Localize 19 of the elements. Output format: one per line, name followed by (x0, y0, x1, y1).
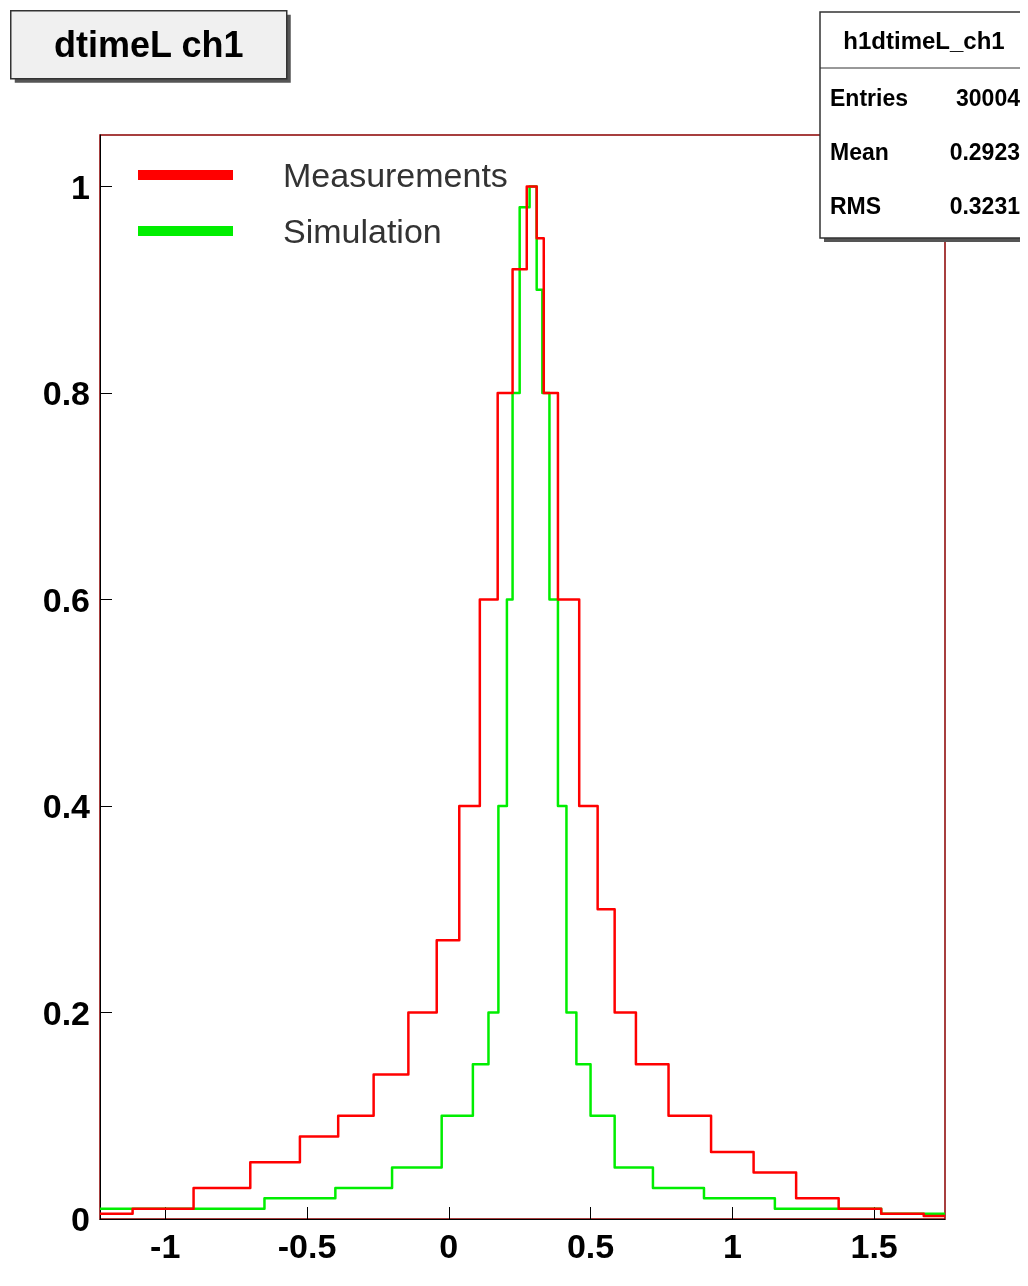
y-tick-label: 0.8 (42, 374, 90, 413)
text: h1dtimeL_ch1 (843, 26, 1005, 54)
text: Entries 30004 (830, 85, 1020, 111)
text: RMS 0.3231 (830, 193, 1020, 219)
legend-label: Simulation (283, 212, 442, 250)
x-tick-label: 1.5 (850, 1227, 898, 1265)
x-tick-label: 1 (722, 1227, 742, 1265)
y-tick-label: 1 (71, 167, 90, 206)
x-tick-label: -1 (150, 1227, 181, 1265)
x-tick-label: -0.5 (277, 1227, 337, 1265)
y-tick-label: 0.2 (42, 993, 90, 1032)
y-tick-label: 0.6 (42, 580, 90, 619)
x-tick-label: 0.5 (566, 1227, 615, 1265)
legend-label: Measurements (283, 156, 508, 194)
x-tick-label: 0 (439, 1227, 459, 1265)
text: Mean 0.2923 (830, 139, 1020, 165)
y-tick-label: 0 (71, 1200, 90, 1238)
chart-title: dtimeL ch1 (54, 24, 244, 66)
y-tick-label: 0.4 (42, 787, 91, 826)
